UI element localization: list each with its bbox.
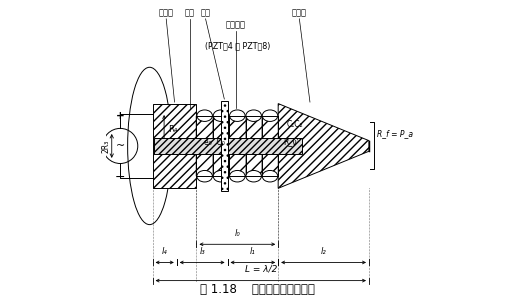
Text: R₄: R₄ bbox=[168, 125, 177, 133]
Ellipse shape bbox=[213, 171, 229, 182]
Ellipse shape bbox=[230, 110, 245, 121]
Text: R_ν': R_ν' bbox=[283, 137, 299, 146]
Text: 螺杆: 螺杆 bbox=[185, 8, 195, 17]
Ellipse shape bbox=[246, 171, 262, 182]
Polygon shape bbox=[221, 101, 228, 191]
Text: 节箍: 节箍 bbox=[200, 8, 211, 17]
Text: 图 1.18    夹心式换能器结构图: 图 1.18 夹心式换能器结构图 bbox=[199, 283, 315, 296]
Text: C₁C₂: C₁C₂ bbox=[286, 120, 303, 129]
Text: l₃: l₃ bbox=[199, 247, 205, 256]
Ellipse shape bbox=[197, 110, 212, 121]
Polygon shape bbox=[153, 104, 196, 188]
Text: R_f = P_a: R_f = P_a bbox=[377, 129, 413, 138]
Text: ~: ~ bbox=[116, 141, 125, 151]
Ellipse shape bbox=[262, 171, 278, 182]
Text: −: − bbox=[115, 171, 125, 184]
Ellipse shape bbox=[213, 110, 229, 121]
Polygon shape bbox=[196, 116, 278, 176]
Text: (PZT－4 或 PZT－8): (PZT－4 或 PZT－8) bbox=[205, 42, 270, 50]
Text: l₁: l₁ bbox=[250, 247, 256, 256]
Text: 前盖板: 前盖板 bbox=[292, 8, 307, 17]
Text: +: + bbox=[116, 111, 124, 121]
Text: 压电晶体: 压电晶体 bbox=[226, 20, 246, 29]
Polygon shape bbox=[278, 104, 369, 188]
Ellipse shape bbox=[262, 110, 278, 121]
Text: 2R₃: 2R₃ bbox=[102, 139, 111, 153]
Ellipse shape bbox=[230, 171, 245, 182]
Text: 后盖板: 后盖板 bbox=[159, 8, 174, 17]
Text: L = λ/2: L = λ/2 bbox=[245, 265, 277, 274]
Text: l₄: l₄ bbox=[162, 247, 168, 256]
Text: l₂: l₂ bbox=[321, 247, 326, 256]
Ellipse shape bbox=[197, 171, 212, 182]
Ellipse shape bbox=[127, 67, 172, 225]
Ellipse shape bbox=[246, 110, 262, 121]
Polygon shape bbox=[154, 138, 302, 154]
Text: l₀: l₀ bbox=[234, 229, 240, 238]
Text: e₀  C₀: e₀ C₀ bbox=[204, 138, 225, 147]
